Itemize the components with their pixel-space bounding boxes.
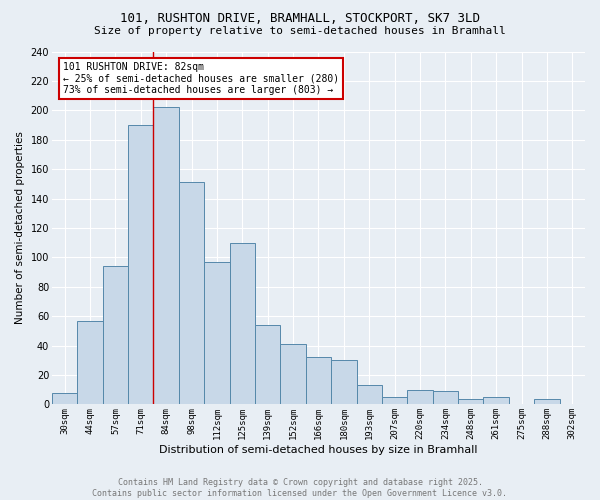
Bar — [255, 325, 280, 404]
Text: 101, RUSHTON DRIVE, BRAMHALL, STOCKPORT, SK7 3LD: 101, RUSHTON DRIVE, BRAMHALL, STOCKPORT,… — [120, 12, 480, 26]
Bar — [356, 386, 382, 404]
Bar — [154, 108, 179, 405]
Bar — [331, 360, 356, 405]
Text: 101 RUSHTON DRIVE: 82sqm
← 25% of semi-detached houses are smaller (280)
73% of : 101 RUSHTON DRIVE: 82sqm ← 25% of semi-d… — [62, 62, 339, 96]
Bar — [433, 391, 458, 404]
Text: Contains HM Land Registry data © Crown copyright and database right 2025.
Contai: Contains HM Land Registry data © Crown c… — [92, 478, 508, 498]
Y-axis label: Number of semi-detached properties: Number of semi-detached properties — [15, 132, 25, 324]
Bar — [458, 398, 484, 404]
Bar — [77, 320, 103, 404]
Bar — [382, 397, 407, 404]
Bar — [103, 266, 128, 404]
Bar — [407, 390, 433, 404]
Bar — [534, 398, 560, 404]
X-axis label: Distribution of semi-detached houses by size in Bramhall: Distribution of semi-detached houses by … — [159, 445, 478, 455]
Bar — [306, 358, 331, 405]
Bar — [52, 392, 77, 404]
Bar — [204, 262, 230, 404]
Bar — [230, 242, 255, 404]
Text: Size of property relative to semi-detached houses in Bramhall: Size of property relative to semi-detach… — [94, 26, 506, 36]
Bar — [128, 125, 154, 404]
Bar — [179, 182, 204, 404]
Bar — [484, 397, 509, 404]
Bar — [280, 344, 306, 405]
